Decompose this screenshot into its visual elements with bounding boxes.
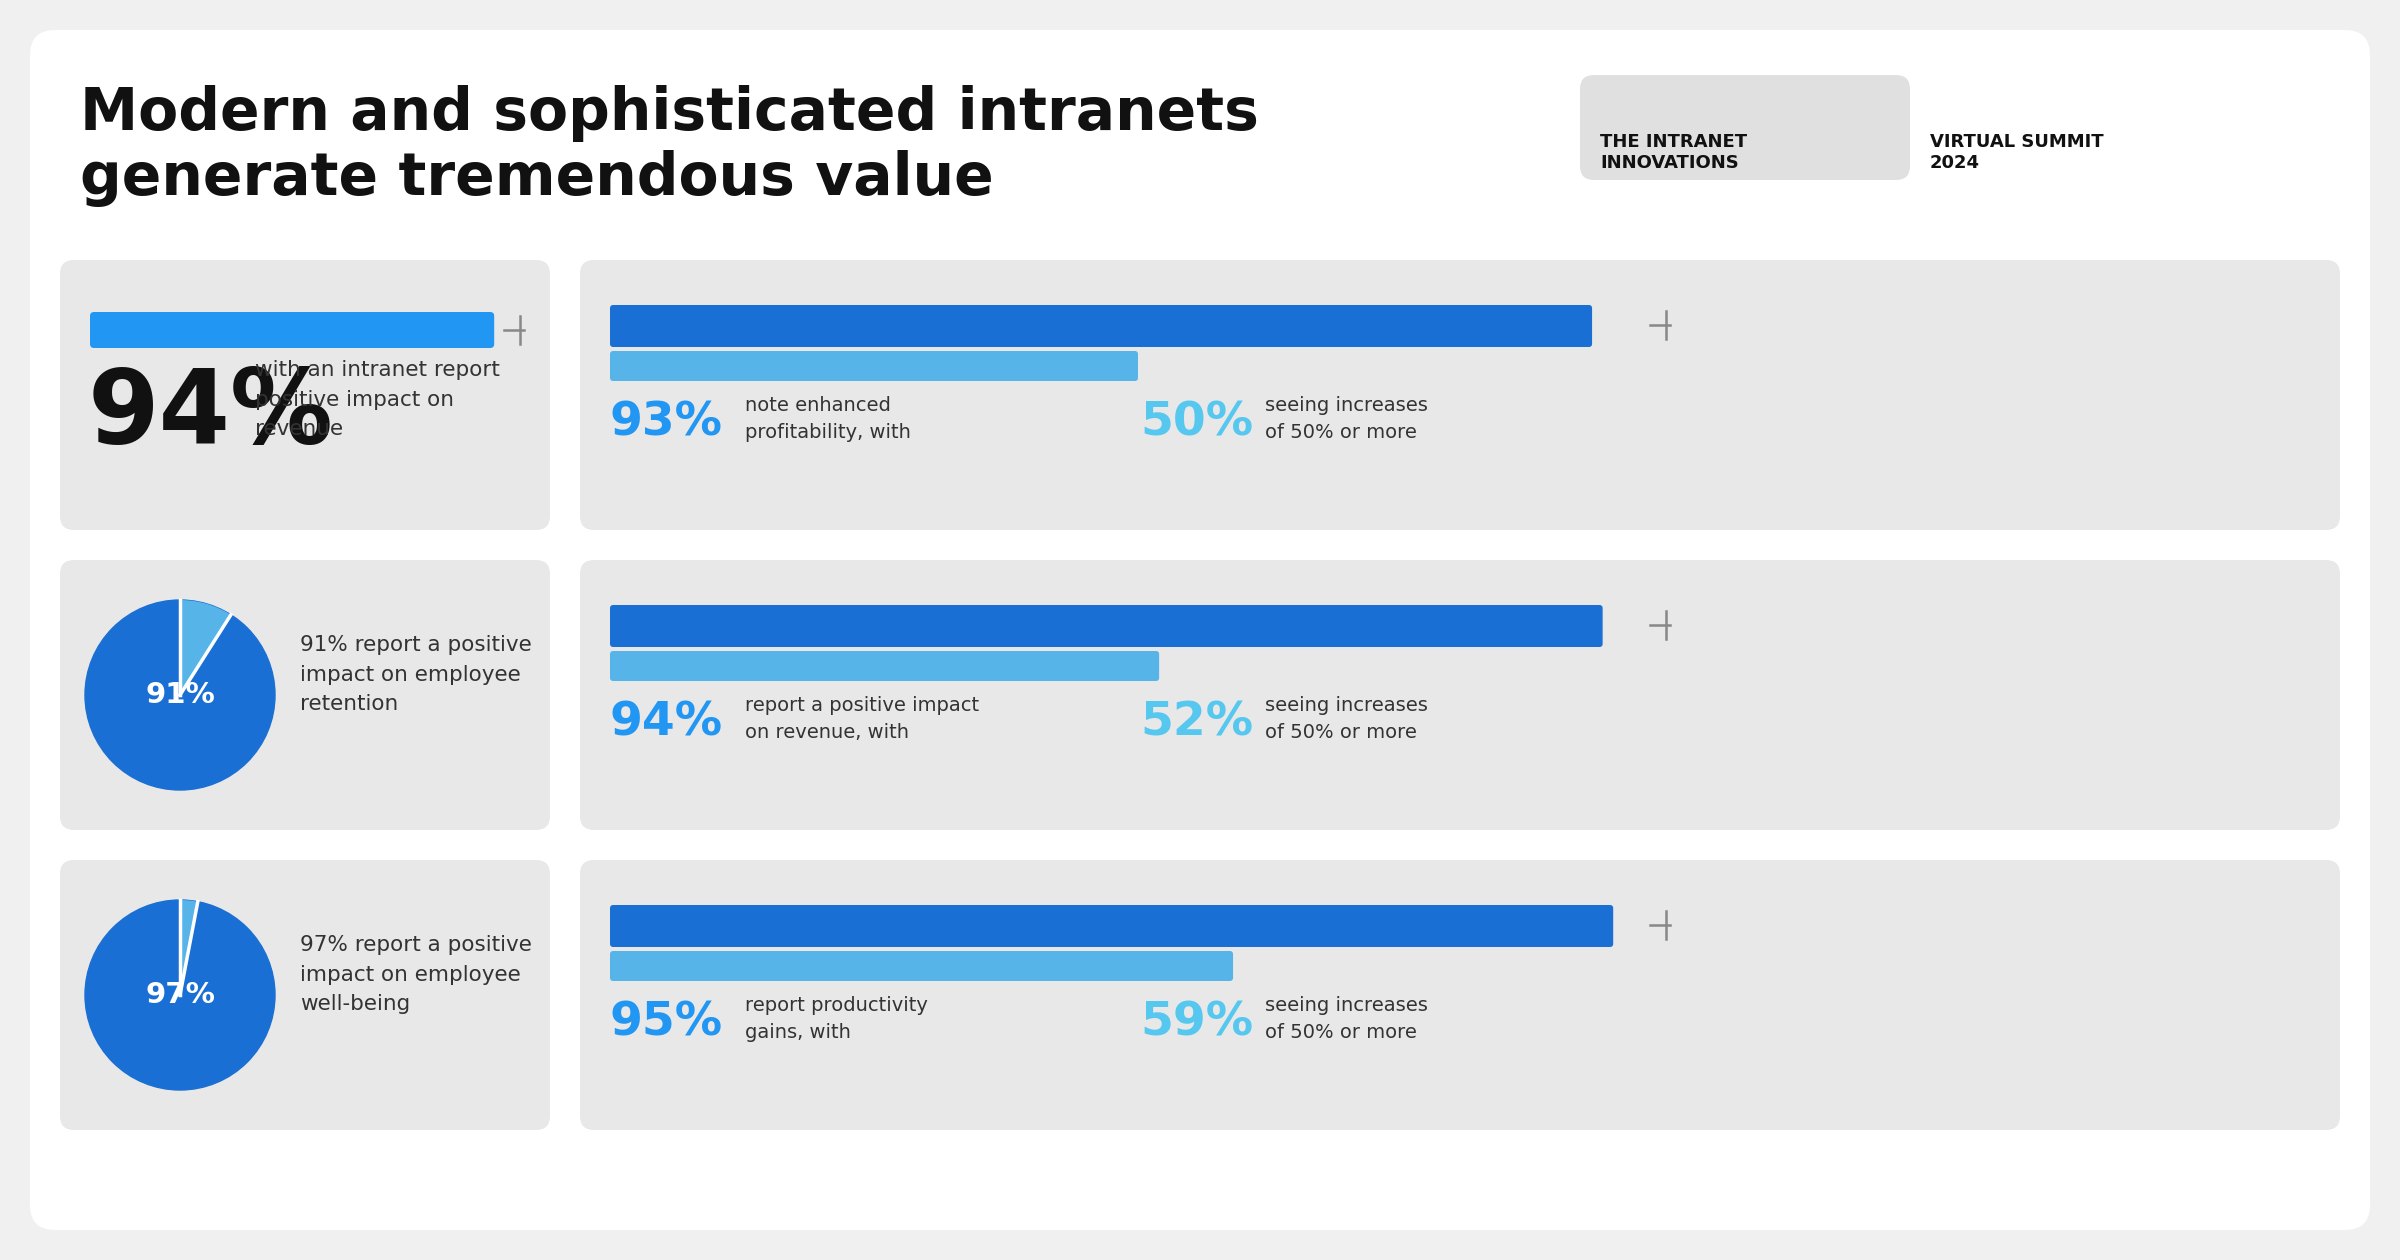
Circle shape [84,600,276,790]
Text: 2024: 2024 [1930,154,1980,173]
Text: 52%: 52% [1140,701,1253,745]
Wedge shape [180,900,197,995]
FancyBboxPatch shape [610,305,1591,347]
Text: 97%: 97% [144,982,216,1009]
Text: seeing increases
of 50% or more: seeing increases of 50% or more [1265,696,1428,741]
FancyBboxPatch shape [60,559,550,830]
Text: 91% report a positive
impact on employee
retention: 91% report a positive impact on employee… [300,635,533,714]
Circle shape [84,900,276,1090]
Text: note enhanced
profitability, with: note enhanced profitability, with [744,396,912,441]
Text: INNOVATIONS: INNOVATIONS [1601,154,1738,173]
FancyBboxPatch shape [29,30,2371,1230]
Text: report productivity
gains, with: report productivity gains, with [744,995,929,1042]
FancyBboxPatch shape [610,951,1234,982]
FancyBboxPatch shape [581,559,2340,830]
Text: report a positive impact
on revenue, with: report a positive impact on revenue, wit… [744,696,979,741]
FancyBboxPatch shape [610,905,1613,948]
Text: 94%: 94% [89,365,334,466]
Text: 50%: 50% [1140,399,1253,445]
FancyBboxPatch shape [91,312,494,348]
FancyBboxPatch shape [1579,76,1910,180]
Text: with an intranet report
positive impact on
revenue: with an intranet report positive impact … [254,360,499,440]
Text: 97% report a positive
impact on employee
well-being: 97% report a positive impact on employee… [300,935,533,1014]
FancyBboxPatch shape [610,605,1603,646]
Text: seeing increases
of 50% or more: seeing increases of 50% or more [1265,396,1428,441]
Text: 91%: 91% [144,680,216,709]
Text: 59%: 59% [1140,1000,1253,1045]
FancyBboxPatch shape [610,651,1159,680]
Text: VIRTUAL SUMMIT: VIRTUAL SUMMIT [1930,134,2105,151]
Text: seeing increases
of 50% or more: seeing increases of 50% or more [1265,995,1428,1042]
Text: 94%: 94% [610,701,722,745]
Text: Modern and sophisticated intranets: Modern and sophisticated intranets [79,84,1260,142]
FancyBboxPatch shape [581,861,2340,1130]
FancyBboxPatch shape [581,260,2340,530]
Text: 93%: 93% [610,399,722,445]
FancyBboxPatch shape [60,260,550,530]
Text: THE INTRANET: THE INTRANET [1601,134,1747,151]
Wedge shape [180,600,230,696]
FancyBboxPatch shape [60,861,550,1130]
Text: generate tremendous value: generate tremendous value [79,150,994,207]
FancyBboxPatch shape [610,352,1138,381]
Text: 95%: 95% [610,1000,722,1045]
